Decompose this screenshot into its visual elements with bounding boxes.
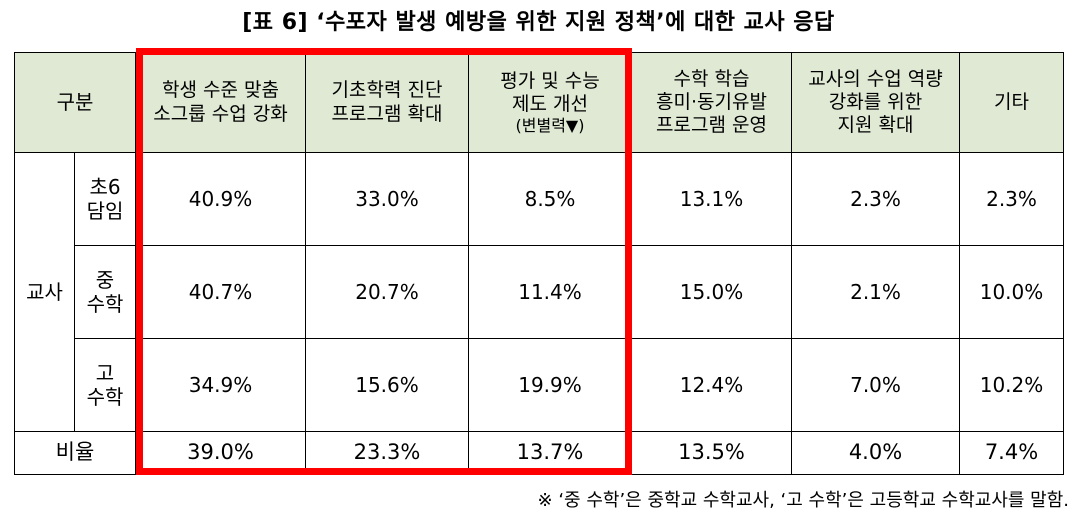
cell-r1-c3: 15.0% — [631, 245, 792, 339]
group-label-teacher: 교사 — [14, 152, 75, 432]
header-col-3: 평가 및 수능 제도 개선 (변별력▼) — [468, 52, 632, 153]
header-col-1-line2: 소그룹 수업 강화 — [153, 102, 288, 125]
row-label-high-math-line2: 수학 — [86, 385, 124, 409]
cell-r1-c0: 40.7% — [135, 245, 306, 339]
cell-r2-c4: 7.0% — [791, 338, 960, 432]
row-label-elementary6-line2: 담임 — [86, 199, 124, 223]
header-col-1: 학생 수준 맞춤 소그룹 수업 강화 — [135, 52, 306, 153]
header-col-5-line1: 교사의 수업 역량 — [808, 67, 943, 90]
total-cell-c0: 39.0% — [135, 431, 306, 475]
header-col-5-line3: 지원 확대 — [837, 114, 914, 137]
statistics-table-container: 구분 학생 수준 맞춤 소그룹 수업 강화 기초학력 진단 프로그램 확대 평가… — [14, 52, 1064, 475]
cell-r2-c2: 19.9% — [468, 338, 632, 432]
header-col-4-line3: 프로그램 운영 — [656, 114, 767, 137]
row-label-elementary6-line1: 초6 — [89, 174, 121, 199]
row-label-high-math: 고 수학 — [74, 338, 136, 432]
row-label-high-math-line1: 고 — [95, 360, 115, 385]
cell-r0-c4: 2.3% — [791, 152, 960, 246]
total-cell-c5: 7.4% — [959, 431, 1064, 475]
cell-r2-c5: 10.2% — [959, 338, 1064, 432]
header-col-4-line2: 흥미·동기유발 — [656, 90, 767, 113]
row-label-middle-math-line1: 중 — [95, 267, 115, 292]
cell-r0-c3: 13.1% — [631, 152, 792, 246]
header-col-2-line2: 프로그램 확대 — [331, 102, 443, 125]
row-label-middle-math: 중 수학 — [74, 245, 136, 339]
table-row: 고 수학 34.9% 15.6% 19.9% 12.4% 7.0% 10.2% — [15, 338, 1064, 432]
header-col-6-line1: 기타 — [994, 90, 1029, 113]
cell-r1-c1: 20.7% — [305, 245, 469, 339]
header-col-2-line1: 기초학력 진단 — [331, 79, 443, 102]
row-label-middle-math-line2: 수학 — [86, 292, 124, 316]
cell-r2-c1: 15.6% — [305, 338, 469, 432]
total-row-label: 비율 — [14, 431, 136, 475]
row-label-elementary6: 초6 담임 — [74, 152, 136, 246]
cell-r0-c2: 8.5% — [468, 152, 632, 246]
cell-r0-c5: 2.3% — [959, 152, 1064, 246]
cell-r2-c0: 34.9% — [135, 338, 306, 432]
total-cell-c1: 23.3% — [305, 431, 469, 475]
cell-r1-c5: 10.0% — [959, 245, 1064, 339]
header-col-3-line1: 평가 및 수능 — [500, 69, 600, 92]
header-col-4: 수학 학습 흥미·동기유발 프로그램 운영 — [631, 52, 792, 153]
page-title: [표 6] ‘수포자 발생 예방을 위한 지원 정책’에 대한 교사 응답 — [242, 10, 835, 35]
header-col-3-line3: (변별력▼) — [515, 115, 585, 135]
header-col-1-line1: 학생 수준 맞춤 — [162, 79, 279, 102]
header-col-5: 교사의 수업 역량 강화를 위한 지원 확대 — [791, 52, 960, 153]
table-header-row: 구분 학생 수준 맞춤 소그룹 수업 강화 기초학력 진단 프로그램 확대 평가… — [14, 52, 1064, 153]
footnote: ※ ‘중 수학’은 중학교 수학교사, ‘고 수학’은 고등학교 수학교사를 말… — [537, 490, 1069, 511]
header-col-6: 기타 — [959, 52, 1064, 153]
table-row: 교사 초6 담임 40.9% 33.0% 8.5% 13.1% 2.3% 2.3… — [14, 152, 1064, 432]
cell-r0-c1: 33.0% — [305, 152, 469, 246]
total-cell-c3: 13.5% — [631, 431, 792, 475]
header-col-2: 기초학력 진단 프로그램 확대 — [305, 52, 469, 153]
header-col-4-line1: 수학 학습 — [673, 67, 750, 90]
total-cell-c2: 13.7% — [468, 431, 632, 475]
cell-r2-c3: 12.4% — [631, 338, 792, 432]
total-cell-c4: 4.0% — [791, 431, 960, 475]
cell-r1-c4: 2.1% — [791, 245, 960, 339]
teacher-response-table: 구분 학생 수준 맞춤 소그룹 수업 강화 기초학력 진단 프로그램 확대 평가… — [14, 52, 1064, 475]
cell-r1-c2: 11.4% — [468, 245, 632, 339]
header-gubun: 구분 — [14, 52, 136, 153]
cell-r0-c0: 40.9% — [135, 152, 306, 246]
header-col-5-line2: 강화를 위한 — [828, 90, 923, 113]
table-total-row: 비율 39.0% 23.3% 13.7% 13.5% 4.0% 7.4% — [14, 431, 1064, 475]
header-col-3-line2: 제도 개선 — [512, 92, 588, 115]
table-row: 중 수학 40.7% 20.7% 11.4% 15.0% 2.1% 10.0% — [15, 245, 1064, 339]
